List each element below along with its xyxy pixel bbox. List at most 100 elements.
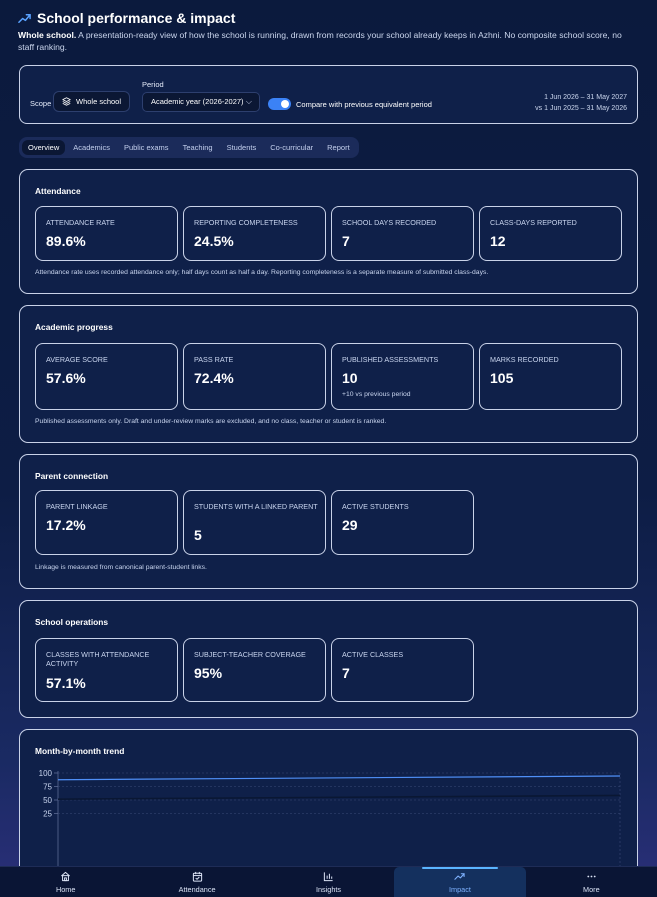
metric-value: 29 [342, 517, 358, 533]
trend-icon [18, 13, 31, 23]
metric-value: 7 [342, 665, 350, 681]
metric-label: CLASS-DAYS REPORTED [490, 218, 577, 227]
metric-label: STUDENTS WITH A LINKED PARENT [194, 502, 318, 511]
nav-more[interactable]: More [526, 867, 657, 897]
metric-card: PARENT LINKAGE 17.2% [35, 490, 178, 555]
nav-label: Home [55, 884, 76, 894]
trend-icon [454, 872, 466, 880]
series-line-2 [57, 794, 621, 800]
scope-value: Whole school [76, 97, 122, 106]
period-label: Period [142, 80, 164, 89]
page-header: School performance & impact Whole school… [18, 9, 637, 53]
section-note: Linkage is measured from canonical paren… [35, 564, 207, 571]
tab-report[interactable]: Report [327, 143, 350, 152]
metric-label: AVERAGE SCORE [46, 355, 108, 364]
metric-card: ACTIVE STUDENTS 29 [331, 490, 474, 555]
trend-section: Month-by-month trend 100 75 50 25 [19, 729, 638, 889]
nav-label: Insights [315, 884, 342, 894]
metric-value: 10 [342, 370, 358, 386]
metric-card: PUBLISHED ASSESSMENTS 10 +10 vs previous… [331, 343, 474, 410]
metric-label: PUBLISHED ASSESSMENTS [342, 355, 439, 364]
page-subtitle-text: A presentation-ready view of how the sch… [18, 30, 622, 52]
tab-bar: Overview Academics Public exams Teaching… [19, 137, 359, 158]
trend-chart: 100 75 50 25 [39, 769, 621, 888]
compare-label: Compare with previous equivalent period [296, 100, 432, 109]
metric-value: 57.1% [46, 675, 86, 691]
metric-card: ATTENDANCE RATE 89.6% [35, 206, 178, 261]
y-tick-label: 100 [39, 769, 53, 778]
section-title: School operations [35, 617, 109, 627]
scope-label: Scope [30, 99, 52, 108]
page-title: School performance & impact [37, 10, 236, 26]
page-title-row: School performance & impact [18, 9, 637, 27]
metric-value: 95% [194, 665, 223, 681]
period-value: Academic year (2026-2027) [151, 97, 243, 106]
tab-overview[interactable]: Overview [22, 140, 66, 155]
scope-button[interactable]: Whole school [53, 91, 130, 112]
metric-card: CLASS-DAYS REPORTED 12 [479, 206, 622, 261]
nav-insights[interactable]: Insights [263, 867, 394, 897]
nav-attendance[interactable]: Attendance [131, 867, 262, 897]
metric-value: 24.5% [194, 233, 234, 249]
section-note: Attendance rate uses recorded attendance… [35, 269, 489, 276]
metric-value: 72.4% [194, 370, 234, 386]
metric-label: CLASSES WITH ATTENDANCE ACTIVITY [46, 650, 150, 668]
tab-teaching[interactable]: Teaching [182, 143, 213, 152]
metric-value: 105 [490, 370, 514, 386]
nav-label: Impact [448, 884, 471, 894]
metric-card: AVERAGE SCORE 57.6% [35, 343, 178, 410]
nav-label: More [583, 884, 600, 894]
date-range: 1 Jun 2026 – 31 May 2027 vs 1 Jun 2025 –… [535, 92, 627, 114]
page-subtitle: Whole school. A presentation-ready view … [18, 29, 638, 53]
nav-impact[interactable]: Impact [394, 867, 526, 897]
metric-card: PASS RATE 72.4% [183, 343, 326, 410]
filter-panel: Scope Whole school Period Academic year … [19, 65, 638, 124]
metric-card: REPORTING COMPLETENESS 24.5% [183, 206, 326, 261]
period-select[interactable]: Academic year (2026-2027) ⌵ [142, 92, 260, 112]
home-icon [61, 871, 71, 881]
compare-toggle[interactable] [268, 98, 291, 110]
y-tick-label: 50 [43, 796, 52, 805]
metric-card: SCHOOL DAYS RECORDED 7 [331, 206, 474, 261]
metric-label: SCHOOL DAYS RECORDED [342, 218, 437, 227]
metric-card: SUBJECT-TEACHER COVERAGE 95% [183, 638, 326, 702]
nav-label: Attendance [178, 884, 216, 894]
metric-card: STUDENTS WITH A LINKED PARENT 5 [183, 490, 326, 555]
section-note: Published assessments only. Draft and un… [35, 418, 387, 425]
tab-students[interactable]: Students [226, 143, 257, 152]
metric-label: PARENT LINKAGE [46, 502, 108, 511]
metric-label: SUBJECT-TEACHER COVERAGE [194, 650, 306, 659]
chevron-down-icon: ⌵ [245, 97, 252, 106]
metric-card: CLASSES WITH ATTENDANCE ACTIVITY 57.1% [35, 638, 178, 702]
section-title: Parent connection [35, 471, 109, 481]
metric-card: MARKS RECORDED 105 [479, 343, 622, 410]
layers-icon [62, 97, 71, 106]
metric-value: 7 [342, 233, 350, 249]
bottom-nav: Home Attendance Insights Impact More [0, 866, 657, 897]
series-line-1 [57, 775, 621, 781]
academic-section: Academic progress AVERAGE SCORE 57.6% PA… [19, 305, 638, 443]
metric-label: ACTIVE STUDENTS [342, 502, 409, 511]
operations-section: School operations CLASSES WITH ATTENDANC… [19, 600, 638, 718]
metric-delta: +10 vs previous period [342, 391, 411, 398]
tab-academics[interactable]: Academics [73, 143, 110, 152]
metric-value: 57.6% [46, 370, 86, 386]
nav-home[interactable]: Home [0, 867, 131, 897]
calendar-check-icon [192, 871, 202, 882]
tab-public-exams[interactable]: Public exams [123, 143, 169, 152]
parent-section: Parent connection PARENT LINKAGE 17.2% S… [19, 454, 638, 589]
metric-value: 12 [490, 233, 506, 249]
metric-value: 5 [194, 527, 202, 543]
tab-co-curricular[interactable]: Co-curricular [270, 143, 314, 152]
current-range: 1 Jun 2026 – 31 May 2027 [544, 94, 627, 101]
metric-label: MARKS RECORDED [490, 355, 559, 364]
metric-value: 89.6% [46, 233, 86, 249]
page-subtitle-scope: Whole school. [18, 30, 77, 40]
bar-chart-icon [323, 871, 333, 881]
section-title: Academic progress [35, 322, 113, 332]
section-title: Month-by-month trend [35, 746, 125, 756]
y-tick-label: 25 [43, 810, 52, 819]
metric-label: ATTENDANCE RATE [46, 218, 115, 227]
metric-label: ACTIVE CLASSES [342, 650, 404, 659]
